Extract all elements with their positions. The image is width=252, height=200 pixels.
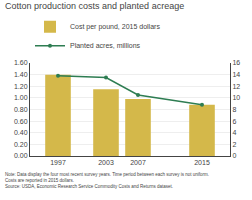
svg-text:0.40: 0.40: [14, 129, 28, 136]
svg-text:Cotton production costs and pl: Cotton production costs and planted acre…: [5, 1, 184, 11]
svg-text:2015: 2015: [194, 159, 210, 166]
svg-text:1.20: 1.20: [14, 83, 28, 90]
svg-text:2: 2: [232, 141, 236, 148]
svg-text:8: 8: [232, 106, 236, 113]
svg-text:Planted acres, millions: Planted acres, millions: [70, 42, 141, 49]
svg-text:0: 0: [232, 152, 236, 159]
svg-text:16: 16: [232, 59, 240, 66]
svg-text:6: 6: [232, 118, 236, 125]
svg-text:Cost per pound, 2015 dollars: Cost per pound, 2015 dollars: [70, 23, 160, 31]
svg-text:4: 4: [232, 129, 236, 136]
svg-text:1997: 1997: [50, 159, 66, 166]
svg-text:0.80: 0.80: [14, 106, 28, 113]
svg-text:10: 10: [232, 94, 240, 101]
svg-text:1.00: 1.00: [14, 94, 28, 101]
svg-text:Note: Data display the four mo: Note: Data display the four most recent …: [5, 172, 209, 189]
svg-text:2003: 2003: [98, 159, 114, 166]
svg-text:0.60: 0.60: [14, 118, 28, 125]
svg-text:0.20: 0.20: [14, 141, 28, 148]
svg-text:12: 12: [232, 83, 240, 90]
svg-text:1.40: 1.40: [14, 71, 28, 78]
svg-text:0.00: 0.00: [14, 152, 28, 159]
svg-text:2007: 2007: [130, 159, 146, 166]
svg-text:1.60: 1.60: [14, 59, 28, 66]
svg-text:14: 14: [232, 71, 240, 78]
